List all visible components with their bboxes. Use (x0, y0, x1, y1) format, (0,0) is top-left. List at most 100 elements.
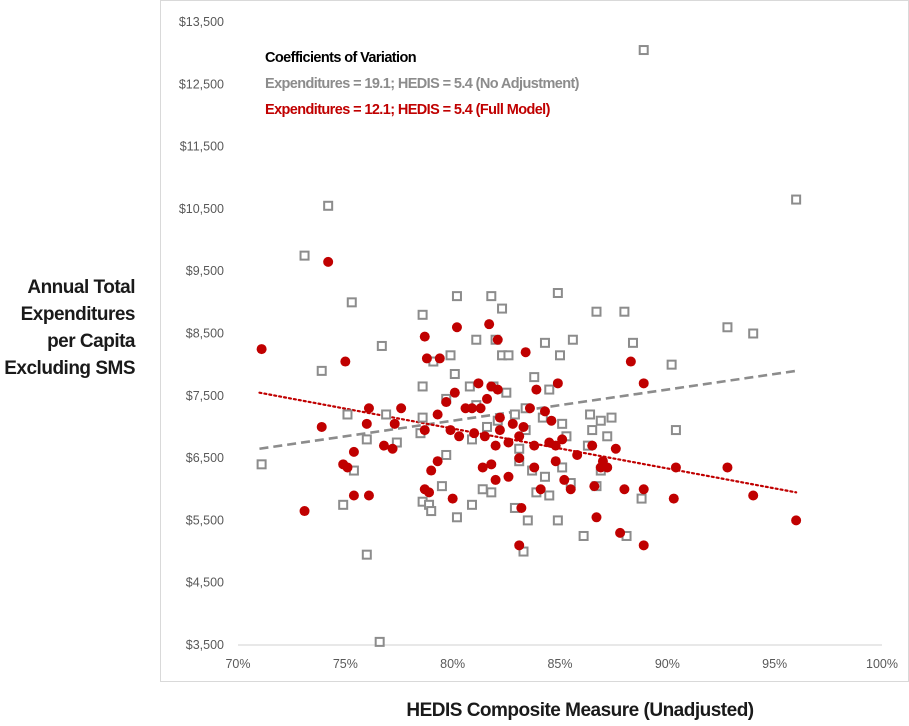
data-point-square (477, 484, 488, 495)
data-point-circle (348, 446, 359, 457)
data-point-square (602, 431, 613, 442)
data-point-square (555, 350, 565, 361)
y-tick-label: $8,500 (186, 327, 224, 341)
y-tick-label: $11,500 (180, 140, 224, 154)
data-point-square (464, 381, 475, 392)
data-point-circle (507, 418, 518, 429)
data-point-square (445, 350, 456, 361)
y-axis-label-line: Excluding SMS (4, 358, 135, 379)
data-point-circle (565, 484, 576, 495)
data-point-circle (477, 462, 488, 473)
data-point-circle (615, 527, 626, 538)
data-point-square (722, 322, 733, 333)
data-point-circle (791, 515, 802, 526)
data-point-square (666, 359, 677, 370)
data-point-circle (348, 490, 359, 501)
y-axis-label: Annual Total Expenditures per Capita Exc… (0, 274, 135, 382)
data-point-circle (748, 490, 759, 501)
data-point-square (436, 481, 447, 492)
data-point-square (529, 372, 540, 383)
data-point-circle (503, 437, 514, 448)
data-point-circle (668, 493, 679, 504)
data-point-square (381, 409, 392, 420)
data-point-square (417, 412, 428, 423)
data-point-circle (589, 481, 600, 492)
data-point-circle (492, 334, 503, 345)
y-tick-label: $6,500 (186, 451, 224, 465)
data-point-square (482, 421, 493, 432)
data-point-circle (475, 403, 486, 414)
data-point-circle (447, 493, 458, 504)
data-point-square (441, 449, 452, 460)
data-point-circle (638, 540, 649, 551)
data-point-circle (550, 440, 561, 451)
data-point-square (748, 328, 759, 339)
data-point-square (552, 515, 563, 526)
data-point-circle (514, 453, 525, 464)
data-point-circle (591, 512, 602, 523)
data-point-square (486, 291, 497, 302)
data-point-circle (256, 344, 267, 355)
data-point-square (591, 306, 602, 317)
data-point-square (627, 337, 638, 348)
data-point-square (578, 530, 589, 541)
y-tick-label: $10,500 (179, 202, 224, 216)
data-point-square (497, 303, 508, 314)
data-point-circle (516, 502, 527, 513)
annotation-text: Expenditures = 12.1; HEDIS = 5.4 (Full M… (265, 102, 551, 118)
markers (256, 45, 802, 647)
data-point-circle (473, 378, 484, 389)
data-point-circle (514, 540, 525, 551)
data-point-circle (469, 428, 480, 439)
data-point-square (636, 493, 647, 504)
y-tick-label: $7,500 (186, 389, 224, 403)
data-point-square (670, 425, 681, 436)
x-tick-label: 85% (547, 657, 572, 671)
y-tick-label: $4,500 (186, 576, 224, 590)
data-point-square (557, 462, 568, 473)
data-point-circle (389, 418, 400, 429)
axes: $3,500 $4,500 $5,500 $6,500 $7,500 $8,500 $9,5… (179, 15, 898, 671)
data-point-circle (432, 409, 443, 420)
data-point-square (466, 499, 477, 510)
y-tick-label: $13,500 (179, 15, 224, 29)
data-point-square (587, 425, 598, 436)
data-point-square (417, 309, 428, 320)
x-tick-label: 80% (440, 657, 465, 671)
data-point-circle (539, 406, 550, 417)
annotations: Coefficients of Variation Expenditures = … (265, 50, 580, 118)
x-tick-label: 95% (762, 657, 787, 671)
annotation-text: Coefficients of Variation (265, 50, 416, 66)
y-tick-label: $5,500 (186, 513, 224, 527)
data-point-square (323, 200, 334, 211)
data-point-circle (342, 462, 353, 473)
data-point-circle (619, 484, 630, 495)
data-point-circle (445, 425, 456, 436)
data-point-circle (316, 421, 327, 432)
data-point-square (557, 418, 568, 429)
data-point-square (342, 409, 353, 420)
data-point-square (552, 288, 563, 299)
data-point-square (619, 306, 630, 317)
data-point-circle (424, 487, 435, 498)
y-tick-label: $9,500 (186, 264, 224, 278)
data-point-square (346, 297, 357, 308)
data-point-circle (421, 353, 432, 364)
data-point-circle (550, 456, 561, 467)
data-point-circle (492, 384, 503, 395)
y-axis-label-line: per Capita (47, 331, 135, 352)
data-point-square (299, 250, 310, 261)
data-point-square (451, 512, 462, 523)
data-point-square (514, 443, 525, 454)
data-point-square (376, 340, 387, 351)
data-point-square (417, 381, 428, 392)
x-axis-label: HEDIS Composite Measure (Unadjusted) (406, 700, 754, 721)
data-point-circle (494, 425, 505, 436)
data-point-circle (490, 440, 501, 451)
data-point-circle (323, 256, 334, 267)
x-tick-label: 90% (655, 657, 680, 671)
data-point-circle (535, 484, 546, 495)
data-point-square (256, 459, 267, 470)
data-point-circle (441, 397, 452, 408)
data-point-square (449, 368, 460, 379)
